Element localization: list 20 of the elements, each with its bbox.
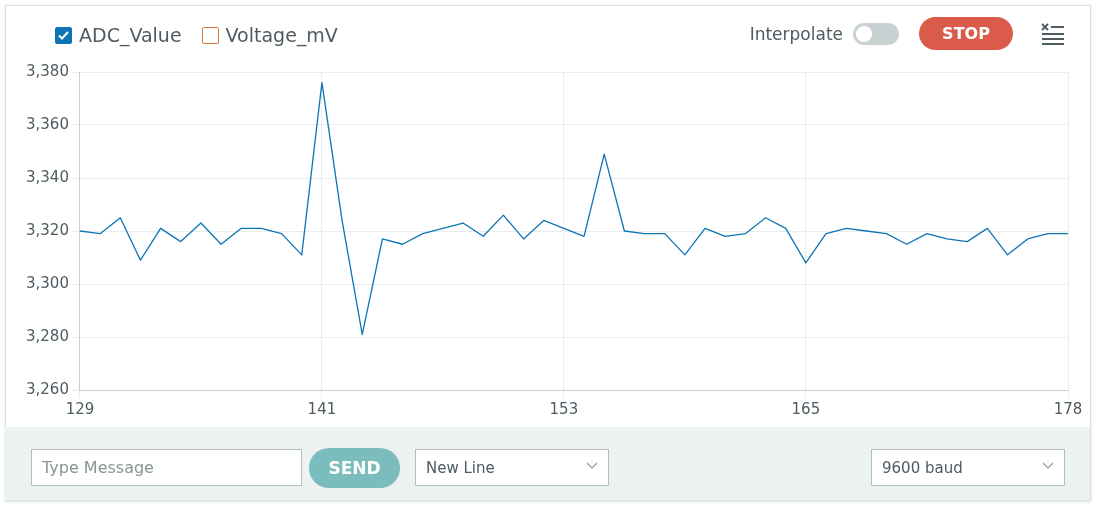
text: 9600 baud: [882, 458, 963, 477]
text: SEND: [309, 448, 400, 488]
legend-label: Voltage_mV: [225, 24, 338, 46]
y-tick-label: 3,340: [25, 167, 69, 186]
x-tick-label: 165: [791, 399, 821, 418]
y-tick-label: 3,360: [25, 114, 69, 133]
legend-label: ADC_Value: [79, 24, 182, 46]
text: Type Message: [31, 449, 302, 486]
y-tick-label: 3,380: [25, 61, 69, 80]
y-tick-label: 3,320: [25, 220, 69, 239]
text: New Line: [426, 458, 495, 477]
y-tick-label: 3,280: [25, 326, 69, 345]
x-tick-label: 178: [1053, 399, 1083, 418]
y-tick-label: 3,260: [25, 379, 69, 398]
text: Interpolate: [749, 23, 843, 44]
x-tick-label: 129: [65, 399, 95, 418]
text: STOP: [919, 17, 1013, 50]
x-tick-label: 153: [549, 399, 579, 418]
y-tick-label: 3,300: [25, 273, 69, 292]
x-tick-label: 141: [307, 399, 337, 418]
